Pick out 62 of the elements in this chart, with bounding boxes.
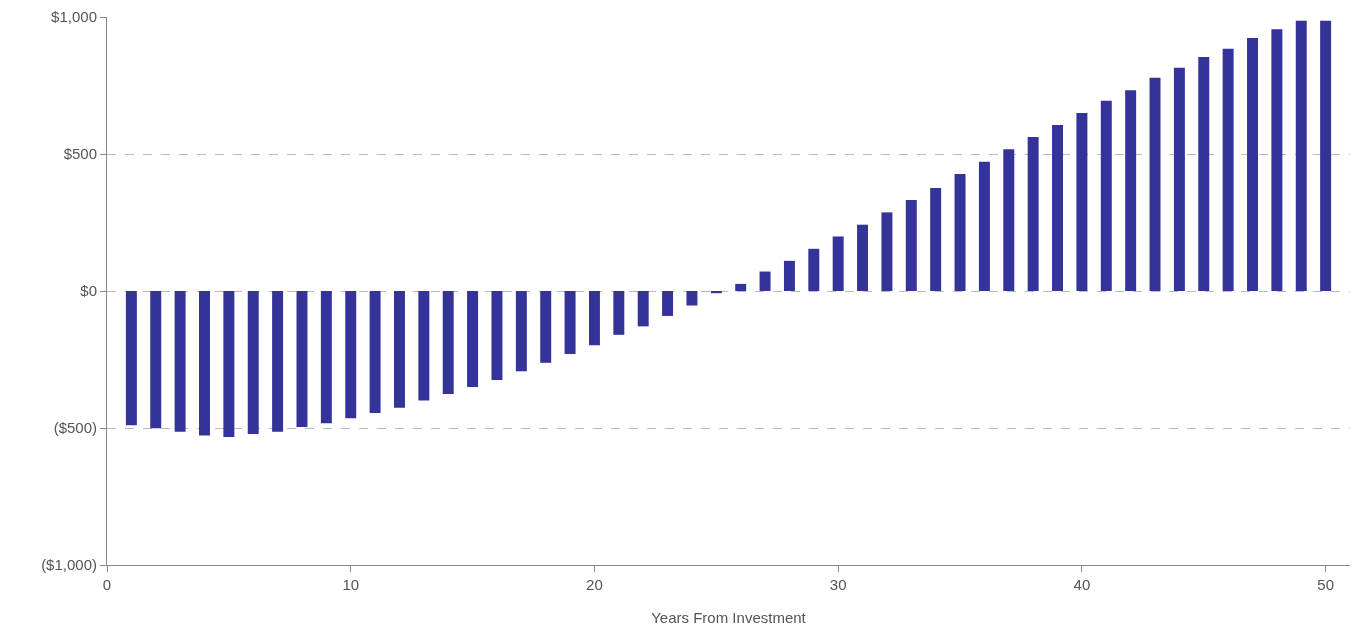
y-tick-label: $0 [80, 282, 97, 300]
x-tick-label: 50 [1317, 576, 1334, 593]
bar [540, 291, 552, 363]
x-tick-label: 10 [342, 576, 360, 593]
bar [1052, 124, 1064, 291]
bar [832, 236, 844, 291]
x-tick-label: 30 [829, 576, 847, 593]
bar [564, 291, 576, 355]
bar [1222, 48, 1234, 291]
bar [808, 248, 820, 291]
bar [1149, 77, 1161, 291]
bar [125, 291, 137, 426]
bar [1027, 137, 1039, 291]
bar [442, 291, 454, 395]
bar [272, 291, 284, 432]
bar [686, 291, 698, 306]
bar [930, 187, 942, 291]
bar [710, 291, 722, 294]
bar [735, 283, 747, 291]
bar [857, 224, 869, 291]
x-tick-label: 20 [586, 576, 603, 593]
bar [954, 174, 966, 291]
bar [320, 291, 332, 424]
bar [613, 291, 625, 335]
bar [369, 291, 381, 413]
bar [223, 291, 235, 438]
bar [1271, 29, 1283, 291]
bar [345, 291, 357, 419]
bar [905, 200, 917, 291]
bar [1100, 100, 1112, 291]
y-tick-label: ($500) [53, 419, 97, 437]
bar [1076, 112, 1088, 291]
x-axis-title: Years From Investment [651, 609, 807, 626]
bar [588, 291, 600, 346]
y-tick-label: $500 [63, 145, 97, 163]
bar [515, 291, 527, 372]
y-tick-label: $1,000 [51, 8, 97, 26]
bar [1247, 38, 1258, 291]
bar [296, 291, 308, 427]
bar [491, 291, 503, 381]
bar [1003, 149, 1015, 291]
bar [978, 161, 990, 291]
x-tick-label: 40 [1073, 576, 1091, 593]
bar [199, 291, 210, 436]
bar [247, 291, 259, 435]
bar [1320, 20, 1332, 291]
bar [1125, 90, 1137, 291]
bar [662, 291, 674, 316]
bar [418, 291, 430, 401]
bar [467, 291, 479, 387]
bar [150, 291, 162, 429]
bar [1173, 67, 1185, 291]
x-tick-label: 0 [102, 576, 112, 593]
bar [881, 212, 893, 291]
bar [393, 291, 405, 408]
bar [174, 291, 186, 432]
bar [1198, 57, 1210, 291]
bar [783, 260, 795, 291]
bar [759, 271, 771, 291]
y-tick-label: ($1,000) [41, 556, 97, 574]
bar [1295, 20, 1307, 291]
bar [637, 291, 649, 327]
